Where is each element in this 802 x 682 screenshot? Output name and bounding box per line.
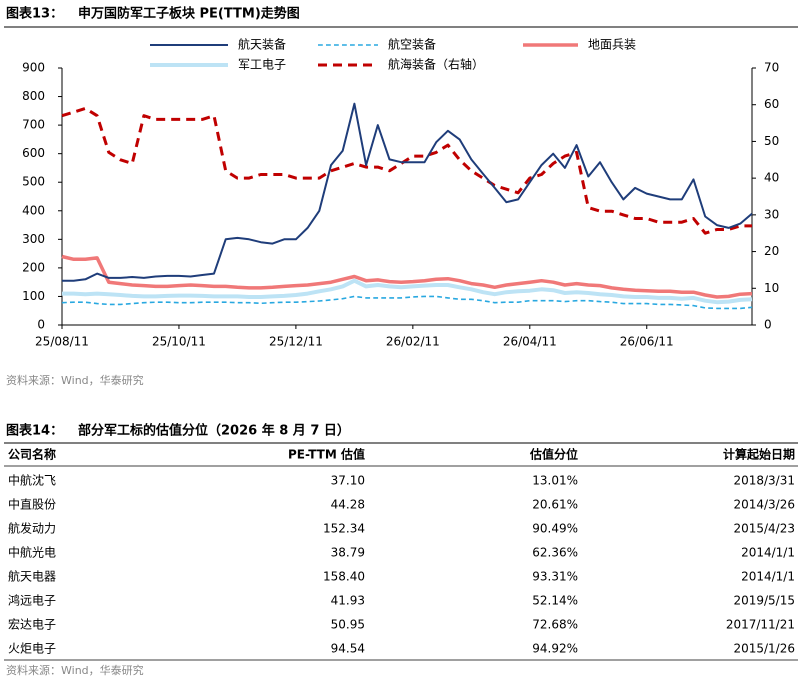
series-line (61, 106, 752, 235)
y2-tick-label: 40 (764, 171, 779, 185)
table-cell: 2019/5/15 (733, 594, 795, 608)
y2-tick-label: 60 (764, 97, 779, 111)
table-cell: 2014/1/1 (741, 546, 795, 560)
y-tick-label: 0 (37, 318, 45, 332)
x-tick-label: 25/12/11 (269, 335, 323, 349)
series-line (61, 254, 753, 299)
table-cell: 2018/3/31 (733, 474, 795, 488)
y2-tick-label: 20 (764, 244, 779, 258)
x-tick-label: 25/08/11 (35, 335, 89, 349)
y-tick-label: 900 (22, 61, 45, 75)
y-tick-label: 600 (22, 146, 45, 160)
table-cell: 中直股份 (8, 497, 56, 512)
table-cell: 中航沈飞 (8, 473, 56, 488)
x-tick-label: 26/06/11 (620, 335, 674, 349)
source: 资料来源：Wind，华泰研究 (6, 663, 144, 677)
table-header: 估值分位 (529, 447, 578, 462)
table-header: 计算起始日期 (723, 447, 795, 462)
table-cell: 2017/11/21 (726, 618, 795, 632)
y2-tick-label: 70 (764, 61, 779, 75)
legend-label: 航空装备 (388, 37, 436, 52)
table-cell: 94.92% (532, 642, 578, 656)
table-cell: 航发动力 (8, 521, 56, 536)
chart-title: 申万国防军工子板块 PE(TTM)走势图 (78, 6, 300, 22)
table-cell: 152.34 (323, 522, 365, 536)
y-tick-label: 300 (22, 232, 45, 246)
table-cell: 13.01% (532, 474, 578, 488)
table-cell: 52.14% (532, 594, 578, 608)
table-cell: 2015/4/23 (733, 522, 795, 536)
series-line (62, 278, 753, 305)
table-cell: 2015/1/26 (733, 642, 795, 656)
table-cell: 50.95 (331, 618, 365, 632)
table-cell: 93.31% (532, 570, 578, 584)
table-cell: 72.68% (532, 618, 578, 632)
y-tick-label: 500 (22, 175, 45, 189)
y2-tick-label: 10 (764, 281, 779, 295)
table-cell: 90.49% (532, 522, 578, 536)
x-tick-label: 25/10/11 (152, 335, 206, 349)
table-cell: 44.28 (331, 498, 365, 512)
table-cell: 中航光电 (8, 545, 56, 560)
y-tick-label: 800 (22, 89, 45, 103)
table-cell: 鸿远电子 (8, 594, 56, 608)
table-label: 图表14： (6, 423, 63, 439)
legend-label: 地面兵装 (588, 38, 636, 52)
table-cell: 62.36% (532, 546, 578, 560)
y2-tick-label: 50 (764, 134, 779, 148)
table-cell: 158.40 (323, 570, 365, 584)
y-tick-label: 200 (22, 260, 45, 274)
table-cell: 20.61% (532, 498, 578, 512)
x-tick-label: 26/04/11 (503, 335, 557, 349)
table-header: 公司名称 (8, 447, 56, 462)
table-title: 部分军工标的估值分位（2026 年 8 月 7 日） (78, 423, 350, 439)
table-cell: 37.10 (331, 474, 365, 488)
series-line (61, 295, 753, 310)
table-cell: 41.93 (331, 594, 365, 608)
y-tick-label: 100 (22, 289, 45, 303)
table-header: PE-TTM 估值 (288, 447, 365, 462)
y-tick-label: 400 (22, 203, 45, 217)
y2-tick-label: 0 (764, 318, 772, 332)
series-line (62, 102, 753, 282)
figure-label: 图表13： (6, 6, 63, 22)
table-cell: 94.54 (331, 642, 365, 656)
y2-tick-label: 30 (764, 207, 779, 221)
table-cell: 2014/1/1 (741, 570, 795, 584)
table-cell: 38.79 (331, 546, 365, 560)
table-cell: 航天电器 (8, 569, 56, 584)
legend-label: 航海装备（右轴） (388, 57, 484, 72)
x-tick-label: 26/02/11 (386, 335, 440, 349)
table-cell: 2014/3/26 (733, 498, 795, 512)
source: 资料来源：Wind，华泰研究 (6, 373, 144, 387)
legend-label: 航天装备 (238, 37, 286, 52)
legend-label: 军工电子 (238, 58, 286, 72)
table-cell: 宏达电子 (8, 617, 56, 632)
table-cell: 火炬电子 (8, 642, 56, 656)
y-tick-label: 700 (22, 118, 45, 132)
